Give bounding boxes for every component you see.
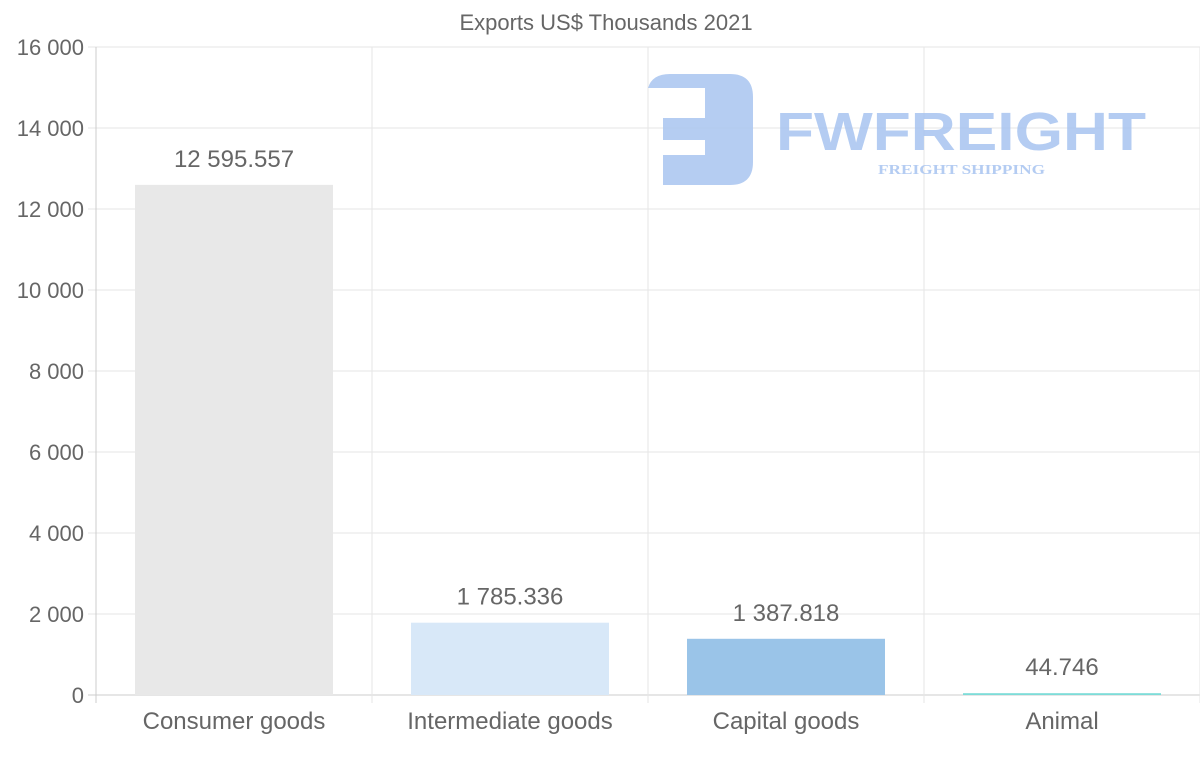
bar <box>687 638 885 695</box>
x-tick-label: Intermediate goods <box>407 708 612 735</box>
y-tick-label: 12 000 <box>17 197 84 222</box>
watermark-tagline: FREIGHT SHIPPING <box>878 163 1045 178</box>
y-tick-label: 4 000 <box>29 521 84 546</box>
bar <box>411 622 609 695</box>
x-tick-label: Animal <box>1025 708 1098 735</box>
chart-title: Exports US$ Thousands 2021 <box>459 10 752 35</box>
y-tick-label: 6 000 <box>29 440 84 465</box>
bar <box>135 184 333 695</box>
x-tick-label: Consumer goods <box>143 708 326 735</box>
watermark-brand: FWFREIGHT <box>776 102 1146 162</box>
y-axis: 0 2 000 4 000 6 000 8 000 10 000 12 000 14 000 1… <box>17 35 84 708</box>
data-label: 1 387.818 <box>733 600 840 627</box>
logo-mark-icon <box>648 74 753 185</box>
data-label: 1 785.336 <box>457 584 564 611</box>
y-tick-label: 0 <box>72 683 84 708</box>
x-axis: Consumer goods Intermediate goods Capital … <box>143 708 1099 735</box>
y-tick-label: 2 000 <box>29 602 84 627</box>
y-tick-label: 16 000 <box>17 35 84 60</box>
y-tick-label: 14 000 <box>17 116 84 141</box>
y-tick-label: 8 000 <box>29 359 84 384</box>
watermark-logo: FWFREIGHT FREIGHT SHIPPING <box>648 74 1146 185</box>
bar <box>963 693 1161 695</box>
bars: 12 595.557 1 785.336 1 387.818 44.746 <box>135 146 1161 695</box>
y-tick-label: 10 000 <box>17 278 84 303</box>
x-tick-label: Capital goods <box>713 708 860 735</box>
data-label: 44.746 <box>1025 654 1098 681</box>
data-label: 12 595.557 <box>174 146 294 173</box>
